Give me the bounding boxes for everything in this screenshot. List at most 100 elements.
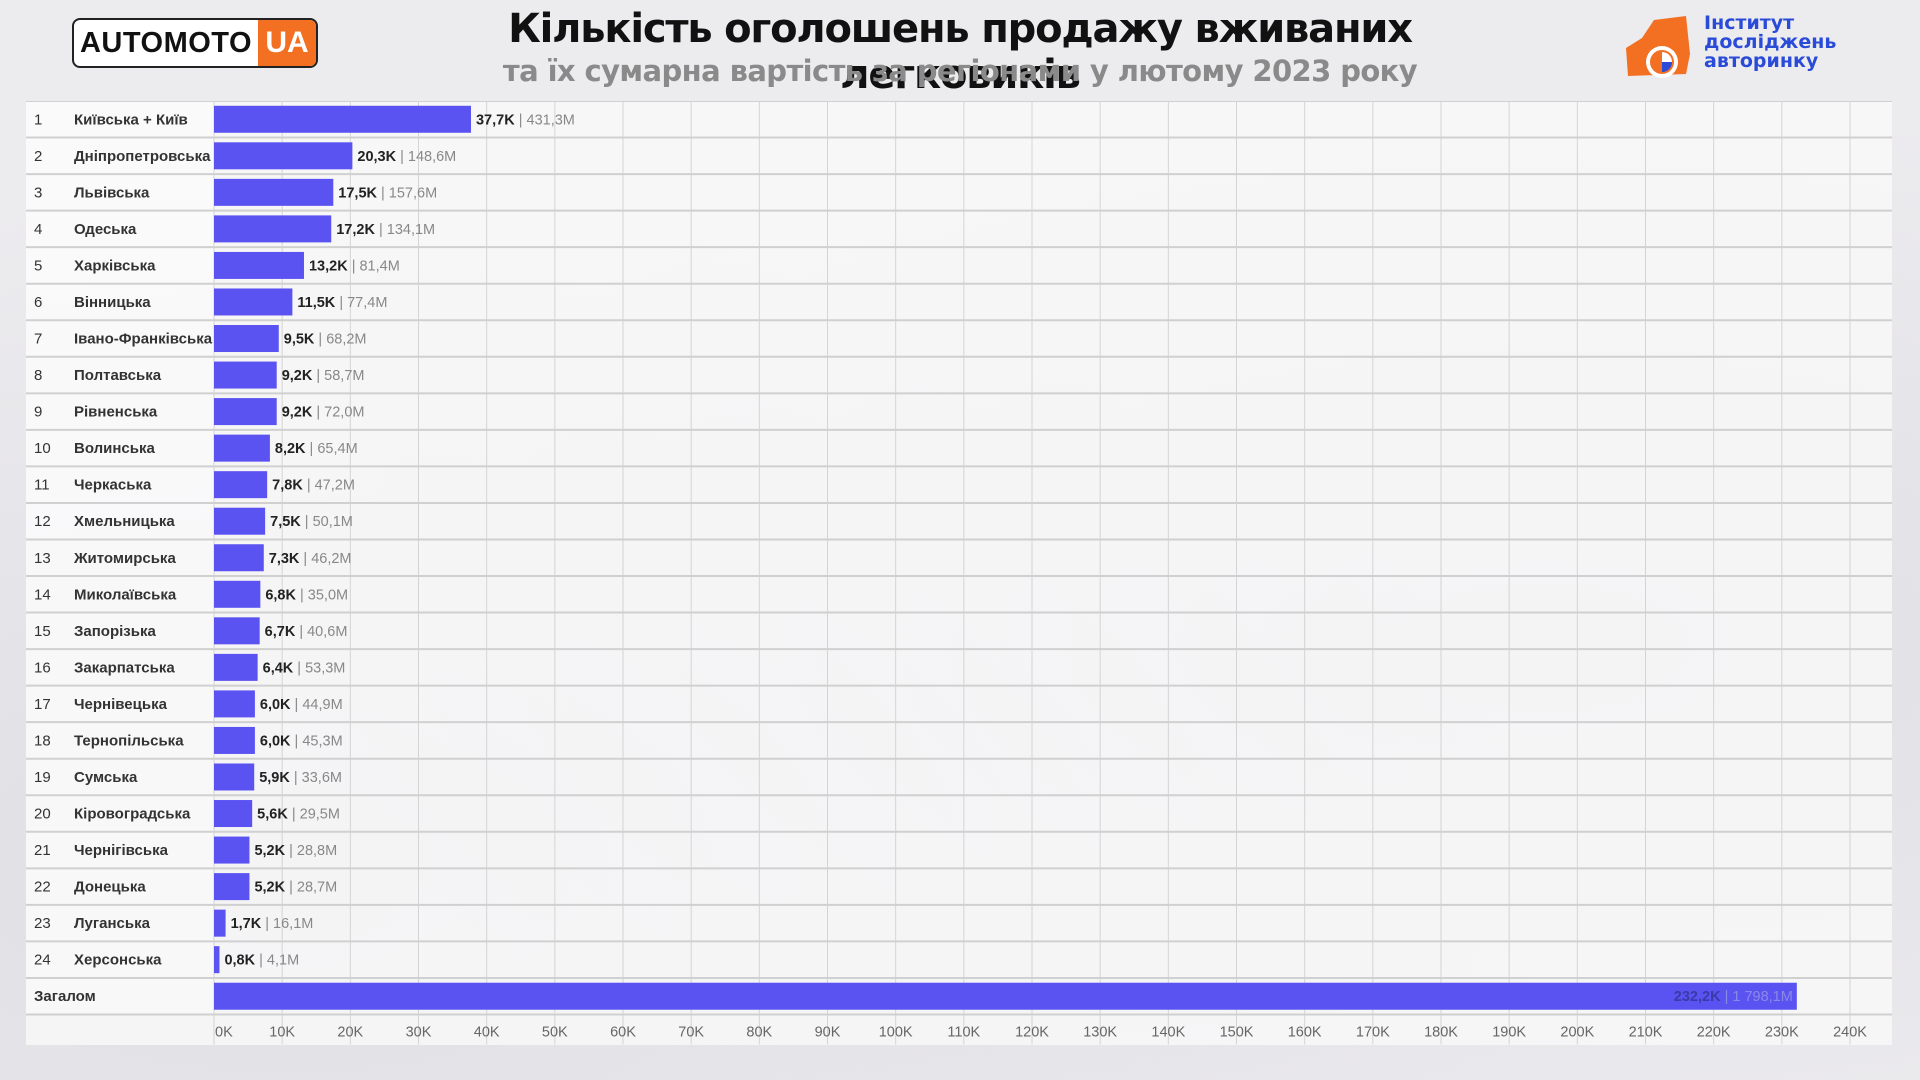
total-label: Загалом bbox=[34, 988, 96, 1005]
x-tick-label: 180K bbox=[1424, 1025, 1458, 1041]
bar bbox=[214, 471, 268, 499]
value-label: | 29,5M bbox=[288, 807, 340, 823]
x-tick-label: 110K bbox=[947, 1025, 980, 1041]
x-tick-label: 130K bbox=[1083, 1025, 1117, 1041]
rank-label: 20 bbox=[34, 806, 51, 823]
region-label: Чернівецька bbox=[74, 696, 168, 713]
count-label: 6,4K bbox=[263, 660, 294, 676]
value-label: | 4,1M bbox=[255, 953, 299, 969]
region-label: Донецька bbox=[74, 879, 146, 896]
bar bbox=[214, 726, 255, 754]
count-label: 6,0K bbox=[260, 697, 291, 713]
value-label: | 77,4M bbox=[335, 295, 387, 311]
rank-label: 12 bbox=[34, 513, 51, 530]
count-label: 20,3K bbox=[357, 149, 396, 165]
region-label: Хмельницька bbox=[74, 513, 175, 530]
x-tick-label: 190K bbox=[1492, 1025, 1526, 1041]
rank-label: 16 bbox=[34, 659, 51, 676]
count-label: 6,8K bbox=[265, 587, 296, 603]
data-label: 9,5K | 68,2M bbox=[284, 332, 367, 348]
count-label: 5,2K bbox=[254, 880, 285, 896]
value-label: | 40,6M bbox=[295, 624, 347, 640]
bar bbox=[214, 398, 277, 426]
region-label: Чернігівська bbox=[74, 842, 169, 859]
value-label: | 33,6M bbox=[290, 770, 342, 786]
count-label: 7,5K bbox=[270, 514, 301, 530]
rank-label: 23 bbox=[34, 915, 51, 932]
bar bbox=[214, 580, 261, 608]
chart-subtitle: та їх сумарна вартість за регіонами у лю… bbox=[502, 54, 1418, 88]
x-tick-label: 40K bbox=[474, 1025, 500, 1041]
rank-label: 18 bbox=[34, 732, 51, 749]
rank-label: 5 bbox=[34, 257, 42, 274]
rank-label: 2 bbox=[34, 148, 42, 165]
count-label: 7,3K bbox=[269, 551, 300, 567]
data-label: 7,3K | 46,2M bbox=[269, 551, 352, 567]
total-bar bbox=[214, 982, 1797, 1010]
x-tick-label: 230K bbox=[1765, 1025, 1799, 1041]
count-label: 232,2K bbox=[1674, 989, 1721, 1005]
region-label: Дніпропетровська bbox=[74, 148, 211, 165]
value-label: | 53,3M bbox=[293, 660, 345, 676]
label-column bbox=[26, 101, 214, 1015]
data-label: 1,7K | 16,1M bbox=[231, 916, 314, 932]
data-label: 13,2K | 81,4M bbox=[309, 258, 400, 274]
region-label: Черкаська bbox=[74, 477, 152, 494]
x-tick-label: 30K bbox=[406, 1025, 432, 1041]
value-label: | 50,1M bbox=[301, 514, 353, 530]
rank-label: 14 bbox=[34, 586, 51, 603]
count-label: 9,5K bbox=[284, 332, 315, 348]
rank-label: 19 bbox=[34, 769, 51, 786]
rank-label: 6 bbox=[34, 294, 42, 311]
logo-line-2: досліджень bbox=[1704, 31, 1837, 53]
bar bbox=[214, 215, 332, 243]
region-label: Запорізька bbox=[74, 623, 156, 640]
region-label: Кіровоградська bbox=[74, 806, 191, 823]
region-label: Харківська bbox=[74, 257, 156, 274]
count-label: 9,2K bbox=[282, 405, 313, 421]
region-label: Житомирська bbox=[73, 550, 176, 567]
x-tick-label: 140K bbox=[1151, 1025, 1185, 1041]
count-label: 37,7K bbox=[476, 112, 515, 128]
bar bbox=[214, 800, 253, 828]
value-label: | 45,3M bbox=[291, 733, 343, 749]
x-tick-label: 150K bbox=[1220, 1025, 1254, 1041]
bar bbox=[214, 544, 264, 572]
value-label: | 28,8M bbox=[285, 843, 337, 859]
count-label: 7,8K bbox=[272, 478, 303, 494]
bar bbox=[214, 178, 334, 206]
x-tick-label: 0K bbox=[215, 1025, 233, 1041]
value-label: | 16,1M bbox=[261, 916, 313, 932]
value-label: | 46,2M bbox=[299, 551, 351, 567]
x-tick-label: 120K bbox=[1015, 1025, 1049, 1041]
data-label: 6,0K | 44,9M bbox=[260, 697, 343, 713]
count-label: 5,9K bbox=[259, 770, 290, 786]
bar bbox=[214, 836, 250, 864]
value-label: | 35,0M bbox=[296, 587, 348, 603]
count-label: 13,2K bbox=[309, 258, 348, 274]
x-tick-label: 210K bbox=[1629, 1025, 1663, 1041]
value-label: | 431,3M bbox=[515, 112, 575, 128]
data-label: 11,5K | 77,4M bbox=[297, 295, 387, 311]
count-label: 5,6K bbox=[257, 807, 288, 823]
region-label: Львівська bbox=[74, 184, 150, 201]
data-label: 5,2K | 28,8M bbox=[254, 843, 337, 859]
region-label: Вінницька bbox=[74, 294, 151, 311]
rank-label: 4 bbox=[34, 221, 42, 238]
rank-label: 13 bbox=[34, 550, 51, 567]
bar bbox=[214, 288, 293, 316]
region-label: Волинська bbox=[74, 440, 156, 457]
rank-label: 7 bbox=[34, 331, 42, 348]
region-label: Луганська bbox=[74, 915, 151, 932]
region-label: Полтавська bbox=[74, 367, 162, 384]
data-label: 9,2K | 58,7M bbox=[282, 368, 365, 384]
count-label: 5,2K bbox=[254, 843, 285, 859]
rank-label: 10 bbox=[34, 440, 51, 457]
rank-label: 1 bbox=[34, 111, 42, 128]
value-label: | 72,0M bbox=[312, 405, 364, 421]
count-label: 9,2K bbox=[282, 368, 313, 384]
value-label: | 157,6M bbox=[377, 185, 437, 201]
region-label: Тернопільська bbox=[74, 732, 184, 749]
rank-label: 3 bbox=[34, 184, 42, 201]
bar bbox=[214, 325, 279, 353]
